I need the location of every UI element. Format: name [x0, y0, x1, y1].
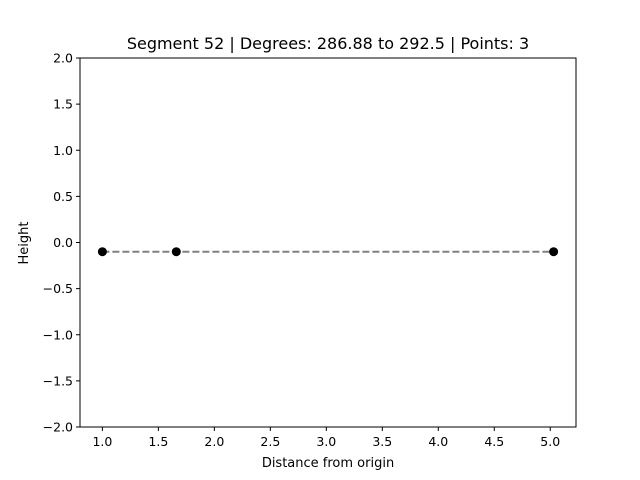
x-tick-label: 3.0	[316, 434, 336, 449]
series-layer	[97, 247, 559, 257]
x-tick-label: 2.5	[260, 434, 280, 449]
y-tick-label: −2.0	[43, 420, 73, 435]
y-tick-label: 0.0	[53, 235, 73, 250]
y-tick-label: −1.0	[43, 327, 73, 342]
y-axis-label: Height	[17, 222, 32, 265]
data-point	[549, 247, 559, 257]
x-tick-label: 2.0	[204, 434, 224, 449]
y-tick-label: 1.0	[53, 143, 73, 158]
plot-area	[80, 58, 576, 427]
y-tick-label: 2.0	[53, 51, 73, 66]
y-tick-label: −0.5	[43, 281, 73, 296]
x-tick-label: 4.5	[484, 434, 504, 449]
x-tick-label: 3.5	[372, 434, 392, 449]
x-axis-label: Distance from origin	[262, 456, 394, 471]
y-tick-label: −1.5	[43, 373, 73, 388]
x-tick-label: 1.0	[92, 434, 112, 449]
data-point	[97, 247, 107, 257]
data-point	[171, 247, 181, 257]
x-tick-label: 5.0	[540, 434, 560, 449]
plot-background	[80, 58, 576, 427]
x-axis: 1.0 1.5 2.0 2.5 3.0 3.5 4.0 4.5 5.0	[92, 427, 560, 449]
y-tick-label: 1.5	[53, 97, 73, 112]
y-tick-label: 0.5	[53, 189, 73, 204]
chart-title: Segment 52 | Degrees: 286.88 to 292.5 | …	[127, 34, 529, 53]
x-tick-label: 1.5	[148, 434, 168, 449]
x-tick-label: 4.0	[428, 434, 448, 449]
plot-frame	[79, 57, 577, 428]
y-axis: −2.0 −1.5 −1.0 −0.5 0.0 0.5 1.0 1.5 2.0	[43, 51, 80, 435]
